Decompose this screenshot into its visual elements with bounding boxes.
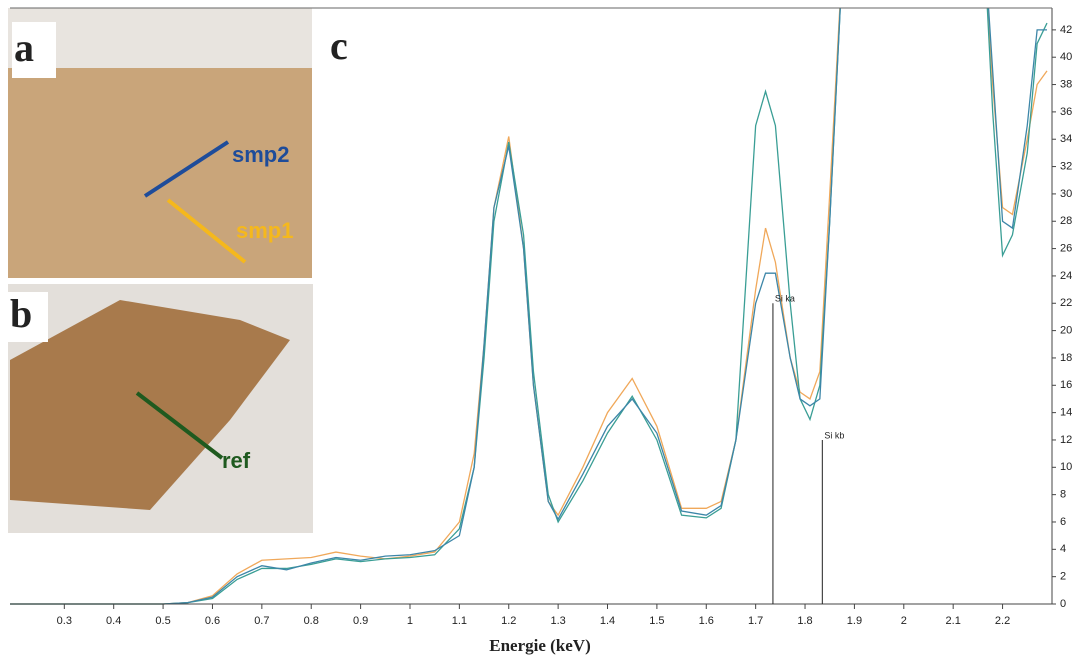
x-tick-label: 0.7: [254, 615, 269, 627]
arrow: [166, 198, 247, 264]
y-tick-label: 32: [1060, 160, 1072, 172]
x-tick-label: 1.2: [501, 615, 516, 627]
y-tick-label: 8: [1060, 489, 1066, 501]
x-axis-label: Energie (keV): [489, 636, 591, 655]
arrow: [135, 391, 224, 460]
element-label: Si ka: [775, 294, 795, 304]
x-tick-label: 1: [407, 615, 413, 627]
x-tick-label: 1.1: [452, 615, 467, 627]
label-bg: [8, 292, 48, 342]
y-tick-label: 38: [1060, 78, 1072, 90]
x-tick-label: 1.3: [550, 615, 565, 627]
x-tick-label: 0.4: [106, 615, 121, 627]
annotation: smp2: [232, 142, 289, 167]
x-tick-label: 1.9: [847, 615, 862, 627]
y-tick-label: 26: [1060, 242, 1072, 254]
y-tick-label: 22: [1060, 297, 1072, 309]
panel-label: a: [14, 25, 34, 70]
x-tick-label: 1.5: [649, 615, 664, 627]
x-tick-label: 0.3: [57, 615, 72, 627]
y-tick-label: 12: [1060, 434, 1072, 446]
x-tick-label: 2: [901, 615, 907, 627]
y-tick-label: 2: [1060, 571, 1066, 583]
element-label: Si kb: [824, 430, 844, 440]
photo-bg: [8, 8, 312, 68]
series-line: [10, 8, 1047, 605]
y-tick-label: 28: [1060, 215, 1072, 227]
y-tick-label: 10: [1060, 461, 1072, 473]
x-tick-label: 2.1: [946, 615, 961, 627]
y-tick-label: 4: [1060, 543, 1066, 555]
annotation: smp1: [236, 218, 293, 243]
x-tick-label: 1.7: [748, 615, 763, 627]
y-tick-label: 14: [1060, 407, 1072, 419]
arrow: [143, 140, 230, 198]
panel-label: b: [10, 291, 32, 336]
chart-title: c: [330, 23, 348, 68]
x-tick-label: 1.8: [797, 615, 812, 627]
x-tick-label: 0.5: [155, 615, 170, 627]
x-tick-label: 0.6: [205, 615, 220, 627]
y-tick-label: 34: [1060, 133, 1072, 145]
y-tick-label: 20: [1060, 325, 1072, 337]
x-tick-label: 2.2: [995, 615, 1010, 627]
y-tick-label: 24: [1060, 270, 1072, 282]
x-tick-label: 0.8: [304, 615, 319, 627]
x-tick-label: 1.4: [600, 615, 615, 627]
annotation: ref: [222, 448, 251, 473]
y-tick-label: 40: [1060, 51, 1072, 63]
y-tick-label: 36: [1060, 106, 1072, 118]
y-tick-label: 0: [1060, 598, 1066, 610]
y-tick-label: 18: [1060, 352, 1072, 364]
y-tick-label: 16: [1060, 379, 1072, 391]
label-bg: [12, 22, 56, 78]
y-tick-label: 6: [1060, 516, 1066, 528]
x-tick-label: 0.9: [353, 615, 368, 627]
plot: [10, 8, 1048, 605]
x-tick-label: 1.6: [699, 615, 714, 627]
y-tick-label: 30: [1060, 188, 1072, 200]
y-tick-label: 42: [1060, 24, 1072, 36]
